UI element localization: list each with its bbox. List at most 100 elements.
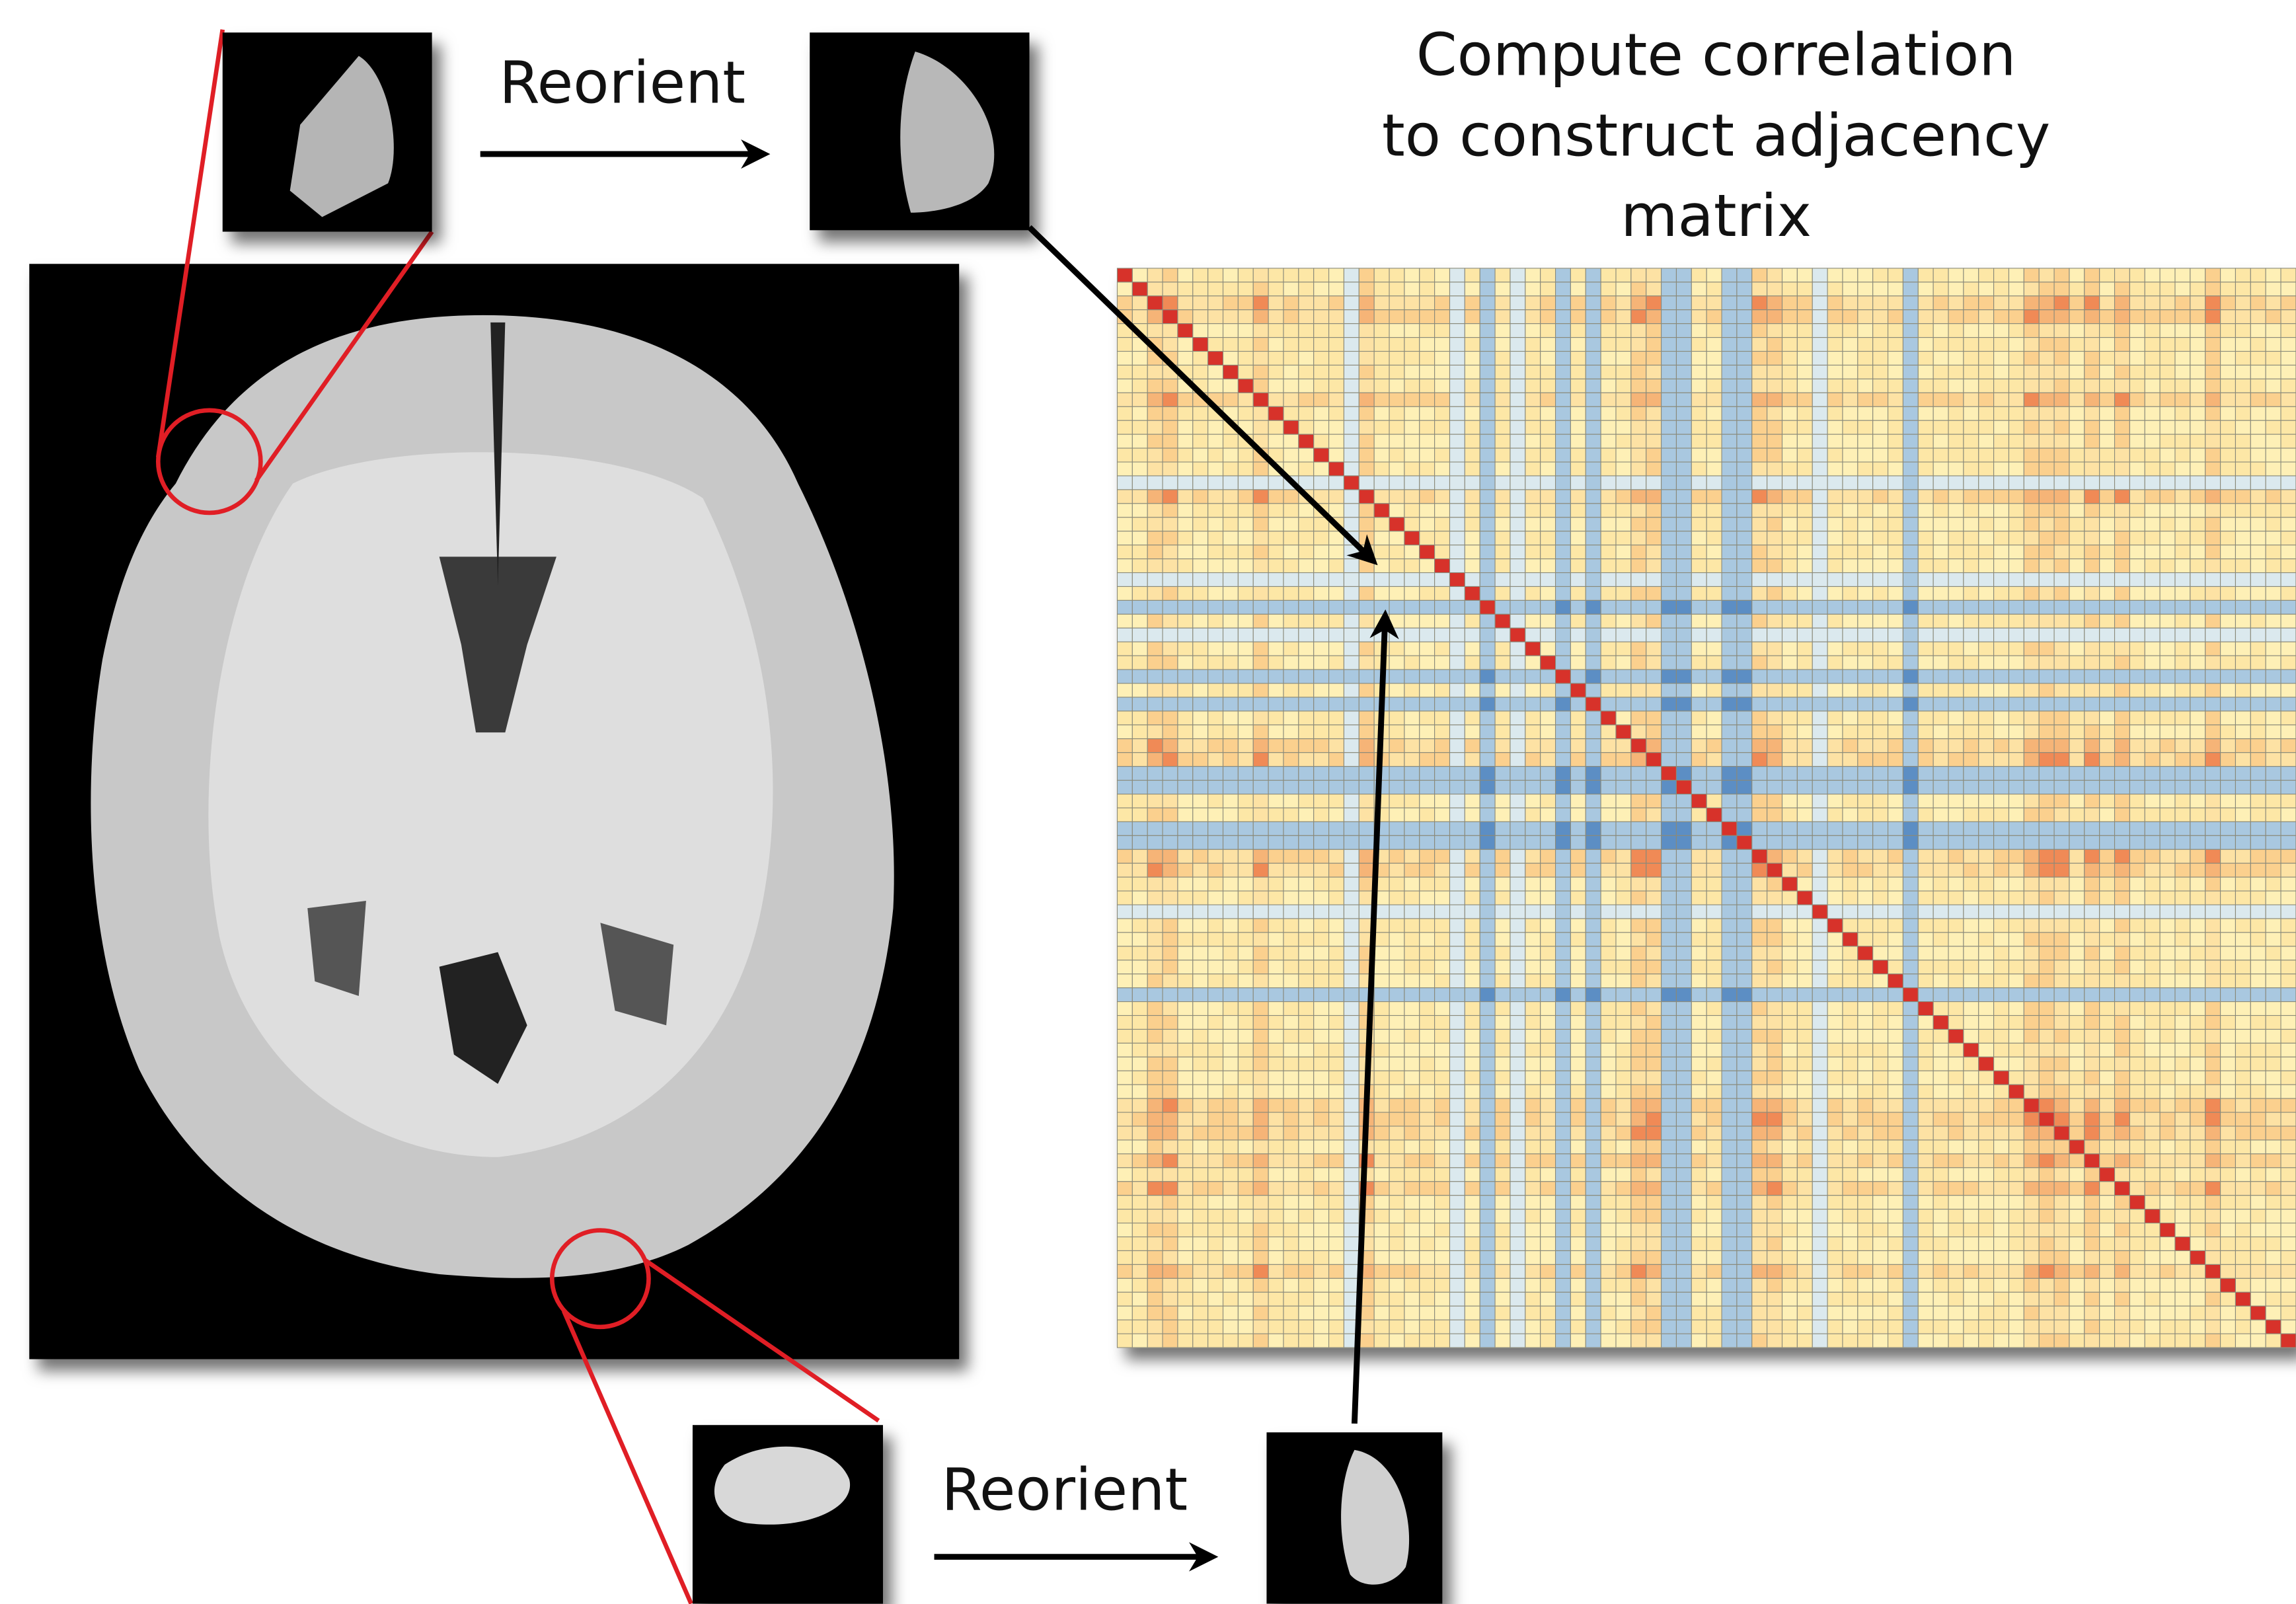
matrix-cell [2053, 323, 2070, 338]
matrix-cell [2205, 807, 2221, 822]
matrix-cell [2235, 337, 2251, 352]
matrix-cell [1661, 434, 1677, 449]
matrix-cell [1917, 752, 1934, 767]
matrix-cell [1434, 599, 1451, 615]
matrix-cell [1268, 1112, 1284, 1127]
matrix-cell [1252, 960, 1269, 975]
matrix-cell [2053, 364, 2070, 379]
matrix-cell [1131, 918, 1148, 933]
matrix-cell [1494, 503, 1511, 518]
matrix-cell [1373, 447, 1390, 463]
matrix-cell [1857, 1139, 1874, 1155]
matrix-cell [1404, 821, 1420, 836]
matrix-cell [2220, 918, 2237, 933]
matrix-cell [2174, 364, 2191, 379]
matrix-cell [2129, 807, 2145, 822]
matrix-cell [1781, 835, 1798, 850]
matrix-cell [1177, 337, 1194, 352]
matrix-cell [2023, 876, 2040, 892]
matrix-cell [1283, 337, 1299, 352]
matrix-cell [1917, 1042, 1934, 1057]
matrix-cell [1675, 599, 1692, 615]
matrix-cell [2190, 960, 2206, 975]
matrix-cell [1207, 738, 1224, 753]
matrix-cell [1751, 683, 1768, 698]
matrix-cell [1600, 613, 1617, 629]
matrix-cell [1917, 835, 1934, 850]
matrix-cell [1630, 932, 1647, 947]
matrix-cell [1131, 599, 1148, 615]
matrix-cell [1554, 793, 1571, 809]
matrix-cell [1464, 558, 1480, 574]
matrix-cell [1948, 323, 1964, 338]
matrix-cell [1646, 309, 1662, 325]
matrix-cell [1842, 489, 1858, 504]
matrix-cell [1177, 406, 1194, 421]
matrix-cell [1615, 1056, 1632, 1071]
matrix-cell [1600, 862, 1617, 878]
matrix-cell [1283, 987, 1299, 1003]
matrix-cell [1540, 364, 1556, 379]
matrix-cell [1192, 752, 1209, 767]
matrix-cell [2053, 268, 2070, 283]
matrix-cell [1268, 807, 1284, 822]
matrix-cell [1963, 738, 1979, 753]
matrix-cell [1162, 392, 1178, 407]
matrix-cell [2265, 364, 2281, 379]
matrix-cell [1721, 987, 1738, 1003]
matrix-cell [2053, 627, 2070, 642]
matrix-cell [1857, 766, 1874, 781]
matrix-cell [1751, 752, 1768, 767]
matrix-cell [1691, 475, 1707, 490]
matrix-cell [1252, 835, 1269, 850]
matrix-cell [2250, 531, 2266, 546]
matrix-cell [2265, 447, 2281, 463]
matrix-cell [1675, 932, 1692, 947]
matrix-cell [1510, 1001, 1526, 1016]
matrix-cell [1585, 517, 1601, 532]
matrix-cell [1948, 268, 1964, 283]
matrix-cell [1706, 821, 1722, 836]
matrix-cell [1283, 697, 1299, 712]
matrix-cell [1781, 890, 1798, 905]
matrix-cell [1600, 503, 1617, 518]
matrix-cell [1812, 392, 1828, 407]
matrix-cell [2280, 420, 2296, 435]
matrix-cell [1358, 309, 1375, 325]
matrix-cell [1736, 420, 1753, 435]
matrix-cell [1721, 1070, 1738, 1085]
matrix-cell [1993, 862, 2010, 878]
matrix-cell [1373, 1098, 1390, 1113]
matrix-cell [1812, 627, 1828, 642]
matrix-cell [1691, 1098, 1707, 1113]
matrix-cell [1479, 1084, 1496, 1099]
matrix-cell [1902, 586, 1919, 601]
matrix-cell [1993, 558, 2010, 574]
matrix-cell [1313, 364, 1330, 379]
matrix-cell [2144, 835, 2161, 850]
matrix-cell [1434, 517, 1451, 532]
matrix-cell [1948, 350, 1964, 366]
matrix-cell [1888, 1112, 1903, 1127]
matrix-cell [1434, 337, 1451, 352]
matrix-cell [2114, 517, 2130, 532]
matrix-cell [1434, 406, 1451, 421]
matrix-cell [1736, 946, 1753, 961]
matrix-cell [1570, 586, 1586, 601]
matrix-cell [1721, 503, 1738, 518]
matrix-cell [2205, 475, 2221, 490]
matrix-cell [2069, 1056, 2085, 1071]
matrix-cell [2023, 807, 2040, 822]
matrix-cell [1404, 323, 1420, 338]
matrix-cell [1237, 738, 1254, 753]
matrix-cell [1298, 641, 1315, 656]
matrix-cell [1963, 807, 1979, 822]
matrix-cell [1389, 1126, 1405, 1141]
matrix-cell [1736, 974, 1753, 989]
matrix-cell [1812, 475, 1828, 490]
matrix-cell [1177, 517, 1194, 532]
matrix-cell [2129, 586, 2145, 601]
matrix-cell [1525, 987, 1541, 1003]
matrix-cell [1131, 1126, 1148, 1141]
matrix-cell [2069, 890, 2085, 905]
